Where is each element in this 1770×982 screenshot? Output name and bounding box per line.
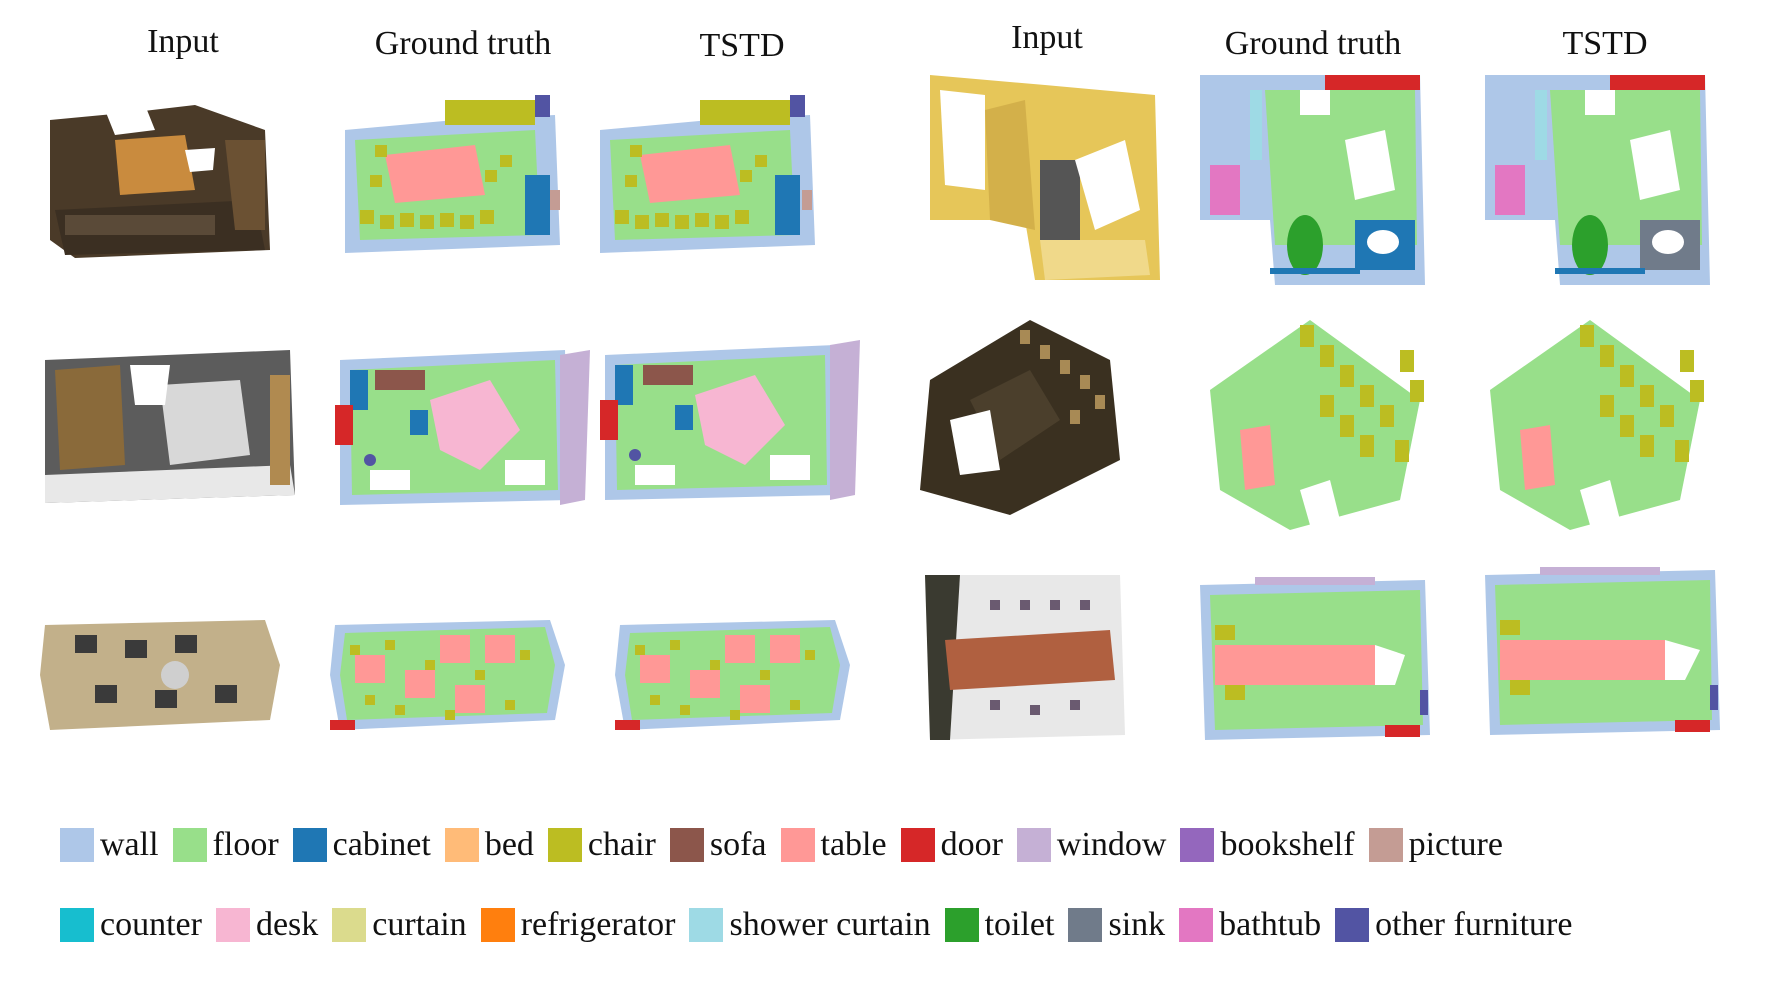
legend-swatch	[332, 908, 367, 942]
legend-item-sink: sink	[1068, 905, 1165, 945]
legend-swatch	[1335, 908, 1370, 942]
legend-swatch	[1068, 908, 1103, 942]
legend-item-shower-curtain: shower curtain	[689, 905, 931, 945]
legend-swatch	[1179, 908, 1214, 942]
legend-item-counter: counter	[60, 905, 202, 945]
legend-swatch	[444, 828, 479, 862]
legend-label: chair	[587, 826, 656, 863]
legend-label: picture	[1408, 826, 1503, 863]
legend-swatch	[900, 828, 935, 862]
legend-swatch	[944, 908, 979, 942]
legend-swatch	[292, 828, 327, 862]
legend-label: shower curtain	[729, 906, 931, 943]
legend-label: cabinet	[332, 826, 431, 863]
scene6-input-image	[920, 570, 1130, 745]
legend-swatch	[547, 828, 582, 862]
legend-swatch	[1016, 828, 1051, 862]
scene5-ground-truth	[1200, 310, 1435, 540]
legend-item-bathtub: bathtub	[1179, 905, 1321, 945]
header-tstd-right: TSTD	[1562, 25, 1648, 62]
scene6-tstd-prediction	[1480, 565, 1725, 740]
legend-swatch	[172, 828, 207, 862]
scene2-input-image	[40, 345, 300, 505]
legend-label: table	[820, 826, 887, 863]
legend-swatch	[1180, 828, 1215, 862]
legend-item-sofa: sofa	[669, 825, 767, 865]
legend-item-wall: wall	[60, 825, 159, 865]
scene3-ground-truth	[325, 615, 570, 735]
legend-label: counter	[100, 906, 202, 943]
scene2-ground-truth	[330, 340, 595, 510]
scene5-tstd-prediction	[1480, 310, 1715, 540]
legend-swatch	[780, 828, 815, 862]
header-ground-truth-left: Ground truth	[374, 25, 552, 62]
legend-swatch	[215, 908, 250, 942]
scene5-input-image	[910, 300, 1130, 525]
legend-label: door	[940, 826, 1003, 863]
legend-item-bookshelf: bookshelf	[1180, 825, 1355, 865]
legend-label: bookshelf	[1220, 826, 1355, 863]
legend-label: sink	[1108, 906, 1166, 943]
legend-label: curtain	[372, 906, 467, 943]
legend-swatch	[480, 908, 515, 942]
legend-item-door: door	[900, 825, 1003, 865]
legend-label: refrigerator	[520, 906, 676, 943]
legend-item-bed: bed	[444, 825, 534, 865]
scene4-ground-truth	[1195, 70, 1430, 290]
header-tstd-left: TSTD	[699, 27, 785, 64]
legend-label: other furniture	[1375, 906, 1573, 943]
legend-label: sofa	[709, 826, 767, 863]
legend-swatch	[669, 828, 704, 862]
scene1-input-image	[45, 100, 275, 260]
legend-item-toilet: toilet	[944, 905, 1055, 945]
scene3-input-image	[35, 615, 285, 735]
legend-label: floor	[212, 826, 279, 863]
legend-item-desk: desk	[215, 905, 319, 945]
header-ground-truth-right: Ground truth	[1224, 25, 1402, 62]
scene4-input-image	[925, 70, 1165, 285]
scene6-ground-truth	[1195, 575, 1435, 745]
legend-item-chair: chair	[547, 825, 656, 865]
legend-swatch	[60, 828, 94, 862]
scene1-ground-truth	[335, 95, 565, 255]
legend-item-other-furniture: other furniture	[1335, 905, 1572, 945]
legend-swatch	[689, 908, 724, 942]
legend-label: desk	[255, 906, 319, 943]
legend-swatch	[1368, 828, 1403, 862]
legend-item-table: table	[780, 825, 887, 865]
legend-row-2: counter desk curtain refrigerator shower cur…	[60, 905, 1586, 945]
legend-label: wall	[100, 826, 159, 863]
header-input-left: Input	[147, 23, 219, 60]
legend-item-picture: picture	[1368, 825, 1503, 865]
legend-item-cabinet: cabinet	[292, 825, 431, 865]
legend-item-window: window	[1016, 825, 1167, 865]
legend-item-refrigerator: refrigerator	[480, 905, 676, 945]
legend-label: window	[1056, 826, 1167, 863]
scene1-tstd-prediction	[590, 95, 820, 255]
legend-label: toilet	[984, 906, 1055, 943]
header-input-right: Input	[1011, 19, 1083, 56]
legend-label: bathtub	[1219, 906, 1322, 943]
scene3-tstd-prediction	[610, 615, 855, 735]
scene4-tstd-prediction	[1480, 70, 1715, 290]
legend-item-curtain: curtain	[332, 905, 467, 945]
scene2-tstd-prediction	[595, 335, 865, 505]
legend-row-1: wall floor cabinet bed chair sofa table door win…	[60, 825, 1517, 865]
legend-label: bed	[484, 826, 534, 863]
legend-swatch	[60, 908, 94, 942]
legend-item-floor: floor	[172, 825, 279, 865]
